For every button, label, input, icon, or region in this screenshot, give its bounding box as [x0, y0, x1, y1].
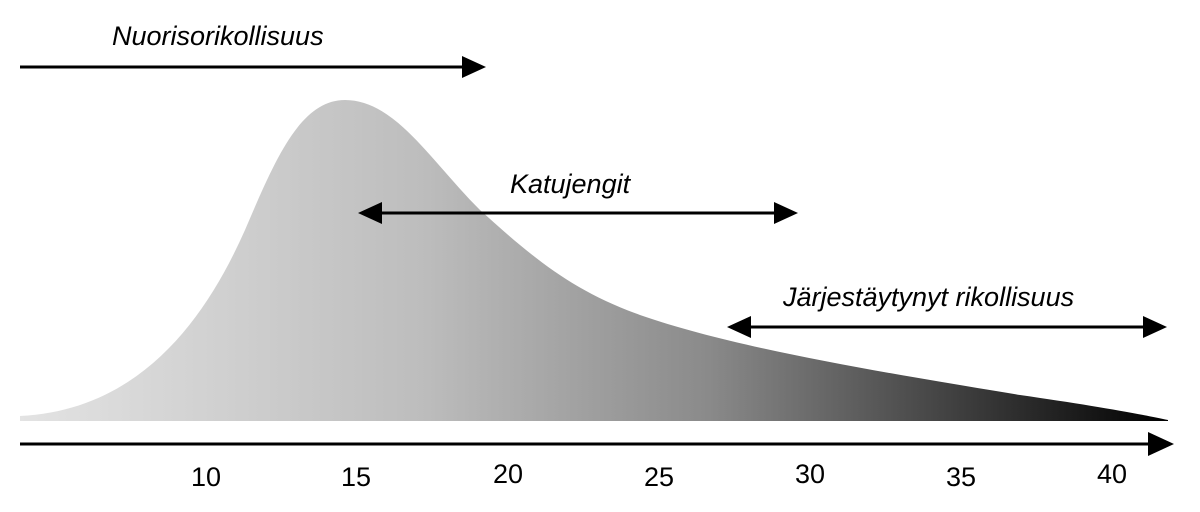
axis-tick-label: 30: [795, 459, 825, 489]
range-label-jarjestaytynyt-rikollisuus: Järjestäytynyt rikollisuus: [782, 282, 1074, 312]
arrowhead-left-icon: [358, 202, 382, 224]
age-distribution-curve: [20, 100, 1168, 421]
arrowhead-left-icon: [727, 316, 751, 338]
axis-tick-label: 10: [191, 462, 221, 492]
age-axis: [20, 432, 1174, 456]
arrowhead-right-icon: [774, 202, 798, 224]
range-arrow-nuorisorikollisuus: [20, 56, 486, 78]
range-label-katujengit: Katujengit: [510, 169, 632, 199]
axis-tick-label: 25: [644, 462, 674, 492]
arrowhead-right-icon: [462, 56, 486, 78]
range-label-nuorisorikollisuus: Nuorisorikollisuus: [112, 21, 324, 51]
axis-arrowhead-icon: [1148, 432, 1174, 456]
range-arrow-jarjestaytynyt-rikollisuus: [727, 316, 1167, 338]
axis-tick-label: 35: [946, 462, 976, 492]
axis-tick-label: 15: [341, 462, 371, 492]
arrowhead-right-icon: [1143, 316, 1167, 338]
axis-tick-label: 20: [493, 459, 523, 489]
axis-tick-label: 40: [1097, 459, 1127, 489]
range-arrow-katujengit: [358, 202, 798, 224]
